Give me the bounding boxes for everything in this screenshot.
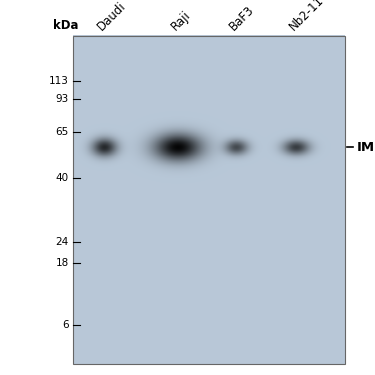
Text: 65: 65 — [56, 128, 69, 137]
Text: 113: 113 — [49, 76, 69, 86]
Text: BaF3: BaF3 — [227, 3, 257, 33]
Text: 18: 18 — [56, 258, 69, 268]
Text: 6: 6 — [62, 320, 69, 330]
Bar — [73, 36, 345, 364]
Text: Raji: Raji — [169, 8, 193, 33]
Text: 93: 93 — [56, 94, 69, 104]
Text: 40: 40 — [56, 173, 69, 183]
Text: Nb2-11: Nb2-11 — [287, 0, 327, 33]
Text: 24: 24 — [56, 237, 69, 248]
Text: kDa: kDa — [53, 19, 78, 32]
Text: Daudi: Daudi — [95, 0, 129, 33]
Text: IMPDH2: IMPDH2 — [356, 141, 375, 154]
